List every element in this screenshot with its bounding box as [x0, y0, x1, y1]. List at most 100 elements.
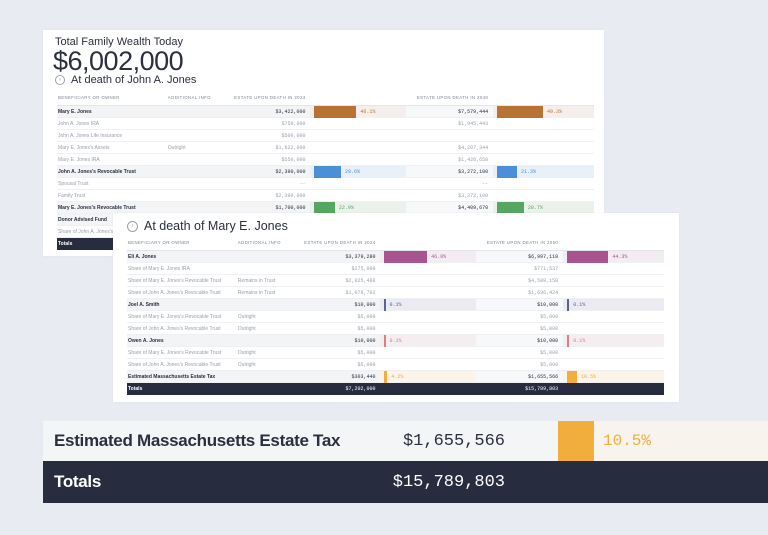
additional-info: Remains in Trust	[237, 289, 276, 296]
mary-jones-death-card: › At death of Mary E. Jones Beneficiary …	[113, 213, 679, 402]
table-row[interactable]: Mary E. Jones's Assets Outright $1,622,000…	[57, 142, 594, 154]
table-row[interactable]: Share of Mary E. Jones IRA $275,000 $771,5…	[127, 263, 664, 275]
table-row[interactable]: Mary E. Jones $3,422,000 46.1% $7,579,444 49…	[57, 105, 594, 118]
share-bar	[383, 334, 386, 347]
share-percent: 49.3%	[547, 108, 563, 115]
table-header: Beneficiary or owner Additional info Estat…	[127, 235, 664, 251]
share-cell-late	[563, 287, 664, 298]
table-row[interactable]: Share of Mary E. Jones's Revocable Trust…	[127, 311, 664, 323]
share-cell-2024	[310, 190, 407, 201]
table-row[interactable]: Mary E. Jones IRA $550,000 $1,426,658	[57, 154, 594, 166]
tax-percent: 10.5%	[603, 432, 652, 450]
share-cell-2024	[380, 263, 477, 274]
beneficiary-name: Owen A. Jones	[128, 337, 164, 344]
beneficiary-name: John A. Jones IRA	[58, 120, 100, 127]
beneficiary-name: Eli A. Jones	[128, 253, 157, 260]
share-cell-2024	[310, 178, 407, 189]
column-header	[380, 235, 477, 250]
share-cell-2024: 4.2%	[379, 370, 477, 383]
table-row[interactable]: Share of John A. Jones's Revocable Trust…	[127, 323, 664, 335]
table-row[interactable]: Family Trust $2,390,000 $3,272,100	[57, 190, 594, 202]
share-cell-late	[493, 178, 594, 189]
chevron-circle-icon[interactable]: ›	[55, 75, 65, 85]
share-cell-2024: 46.9%	[379, 250, 477, 263]
estate-value-late: $7,579,444	[406, 106, 494, 117]
estate-value-2024: $1,700,000	[275, 204, 306, 211]
beneficiary-name: Mary E. Jones's Assets	[58, 144, 110, 151]
share-percent: 0.1%	[573, 337, 586, 344]
share-bar	[497, 201, 524, 214]
beneficiary-name: Totals	[58, 241, 73, 247]
beneficiary-name: John A. Jones Life Insurance	[58, 132, 123, 139]
column-header	[493, 90, 594, 105]
table-row[interactable]: John A. Jones IRA $750,000 $1,945,443	[57, 118, 594, 130]
beneficiary-name: Share of Mary E. Jones's Revocable Trust	[128, 277, 222, 284]
scenario-toggle[interactable]: › At death of Mary E. Jones	[127, 219, 288, 233]
beneficiary-name: Mary E. Jones's Revocable Trust	[58, 204, 136, 211]
share-cell-late	[563, 263, 664, 274]
table-row[interactable]: Share of John A. Jones's Revocable Trust…	[127, 287, 664, 299]
share-cell-2024	[380, 359, 477, 370]
share-cell-2024: 46.1%	[309, 105, 407, 118]
additional-info: Outright	[237, 313, 256, 320]
estate-value-2024: $550,000	[281, 156, 306, 163]
estate-value-late: $5,000	[540, 325, 559, 332]
share-percent: 0.1%	[389, 301, 402, 308]
share-cell-2024	[380, 347, 477, 358]
table-header: Beneficiary or owner Additional info Estat…	[57, 90, 594, 106]
table-row[interactable]: Share of Mary E. Jones's Revocable Trust…	[127, 347, 664, 359]
column-header: Beneficiary or owner	[58, 95, 120, 100]
scenario-title: At death of Mary E. Jones	[144, 219, 288, 233]
estate-value-2024: $3,422,000	[275, 108, 306, 115]
table-row[interactable]: Eli A. Jones $3,379,280 46.9% $6,997,118 44.…	[127, 250, 664, 263]
estate-value-2024: $1,622,000	[275, 144, 306, 151]
share-bar	[383, 370, 388, 383]
estate-value-2024: $2,025,488	[345, 277, 376, 284]
share-bar	[497, 105, 544, 118]
estate-value-2024: $10,000	[354, 337, 376, 344]
share-bar	[313, 201, 335, 214]
table-row[interactable]: John A. Jones's Revocable Trust $2,390,00…	[57, 165, 594, 178]
share-bar	[567, 334, 570, 347]
estate-value-late: $1,426,658	[458, 156, 489, 163]
table-row[interactable]: Share of John A. Jones's Revocable Trust…	[127, 359, 664, 371]
totals-highlight-row: Totals $15,789,803	[43, 461, 768, 503]
share-cell-late: 49.3%	[493, 105, 594, 118]
share-cell-2024	[380, 323, 477, 334]
share-cell-late	[563, 383, 664, 395]
estate-value-2024: $275,000	[351, 265, 376, 272]
table-row[interactable]: Estimated Massachusetts Estate Tax $303,4…	[127, 370, 664, 383]
share-cell-late	[563, 311, 664, 322]
share-cell-2024	[310, 130, 407, 141]
chevron-circle-icon[interactable]: ›	[127, 220, 138, 232]
table-row[interactable]: Joel A. Smith $10,000 0.1% $10,000 0.1%	[127, 298, 664, 311]
column-header: Estate upon death in 2048	[416, 95, 489, 100]
estate-value-2024: $3,379,280	[345, 253, 376, 260]
estate-value-2024: $5,000	[357, 361, 376, 368]
table-row[interactable]: Share of Mary E. Jones's Revocable Trust…	[127, 275, 664, 287]
share-cell-late	[563, 323, 664, 334]
beneficiary-name: Share of Mary E. Jones's Revocable Trust	[128, 313, 222, 320]
share-cell-late	[493, 154, 594, 165]
table-row[interactable]: Spousal Trust -- --	[57, 178, 594, 190]
tax-label: Estimated Massachusetts Estate Tax	[54, 431, 341, 450]
additional-info: Outright	[237, 361, 256, 368]
scenario-toggle[interactable]: › At death of John A. Jones	[55, 74, 196, 86]
share-percent: 46.9%	[431, 253, 447, 260]
estate-value-late: --	[482, 180, 489, 187]
estate-value-2024: --	[299, 180, 306, 187]
share-percent: 44.3%	[612, 253, 628, 260]
table-row[interactable]: John A. Jones Life Insurance $500,000	[57, 130, 594, 142]
table-row[interactable]: Mary E. Jones's Revocable Trust $1,700,00…	[57, 201, 594, 214]
share-cell-late	[563, 359, 664, 370]
table-row[interactable]: Owen A. Jones $10,000 0.1% $10,000 0.1%	[127, 334, 664, 347]
share-cell-late	[563, 347, 664, 358]
total-wealth-label: Total Family Wealth Today	[55, 36, 183, 48]
beneficiary-name: Share of John A. Jones's Re	[58, 228, 121, 235]
estate-value-late: $1,945,443	[458, 120, 489, 127]
share-bar	[313, 105, 357, 118]
column-header: Beneficiary or owner	[128, 240, 190, 245]
tax-value: $1,655,566	[402, 431, 505, 451]
share-cell-2024	[310, 118, 407, 129]
totals-row: Totals $7,202,000 $15,789,803	[127, 383, 664, 395]
